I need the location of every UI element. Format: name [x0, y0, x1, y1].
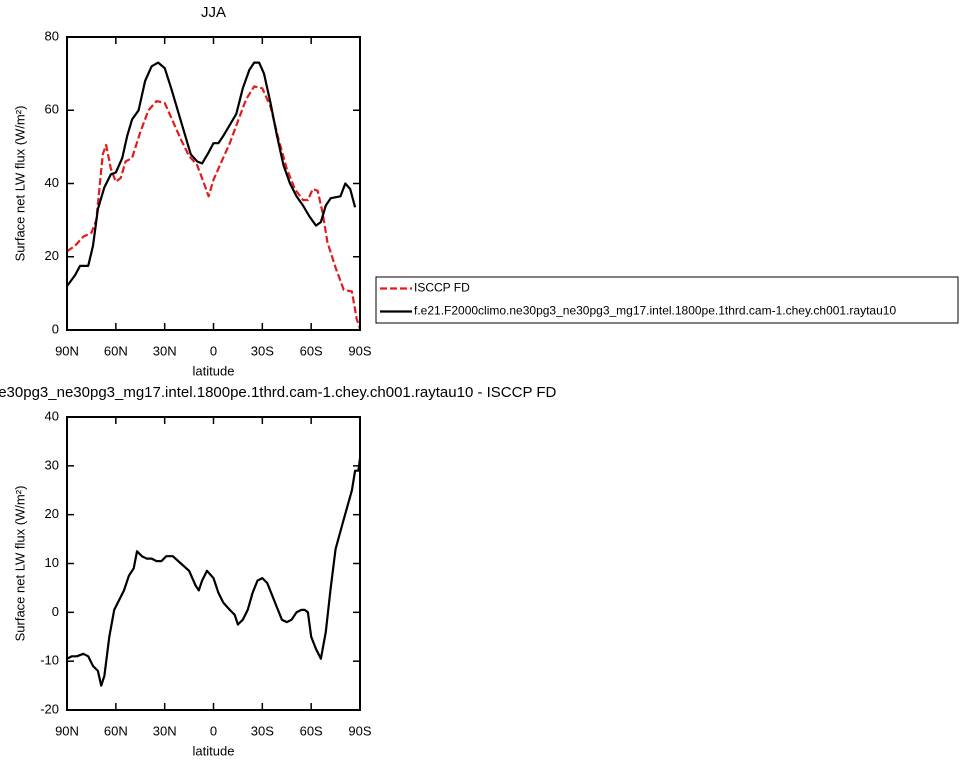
legend-text: f.e21.F2000climo.ne30pg3_ne30pg3_mg17.in…	[414, 304, 896, 318]
x-tick-label: 0	[210, 723, 217, 738]
x-tick-label: 60N	[104, 723, 128, 738]
x-axis-label: latitude	[193, 363, 235, 378]
data-line	[66, 61, 357, 287]
x-tick-label: 30N	[153, 723, 177, 738]
x-tick-label: 30N	[153, 343, 177, 358]
y-tick-label: 40	[45, 408, 59, 423]
y-tick-label: 40	[45, 175, 59, 190]
data-line	[66, 85, 362, 329]
y-tick-label: 20	[45, 506, 59, 521]
x-tick-label: 90N	[55, 723, 79, 738]
x-axis-label: latitude	[193, 743, 235, 758]
y-tick-label: 60	[45, 102, 59, 117]
chart-title: f.e21.F2000climo.ne30pg3_ne30pg3_mg17.in…	[0, 384, 557, 401]
y-tick-label: -20	[40, 701, 59, 716]
x-tick-label: 30S	[251, 723, 274, 738]
legend-text: ISCCP FD	[414, 281, 470, 295]
plot-frame	[66, 36, 361, 331]
y-axis-label: Surface net LW flux (W/m²)	[12, 486, 27, 642]
y-tick-label: -10	[40, 653, 59, 668]
y-tick-label: 80	[45, 28, 59, 43]
x-tick-label: 60S	[300, 723, 323, 738]
legend-box	[375, 276, 959, 324]
x-tick-label: 90S	[348, 343, 371, 358]
x-tick-label: 90N	[55, 343, 79, 358]
x-tick-label: 90S	[348, 723, 371, 738]
x-tick-label: 0	[210, 343, 217, 358]
y-tick-label: 30	[45, 457, 59, 472]
data-line	[66, 458, 362, 687]
y-tick-label: 0	[52, 604, 59, 619]
y-axis-label: Surface net LW flux (W/m²)	[12, 106, 27, 262]
x-tick-label: 60N	[104, 343, 128, 358]
y-tick-label: 10	[45, 555, 59, 570]
x-tick-label: 30S	[251, 343, 274, 358]
plot-frame	[66, 416, 361, 711]
y-tick-label: 0	[52, 321, 59, 336]
chart-title: JJA	[201, 4, 226, 21]
y-tick-label: 20	[45, 248, 59, 263]
x-tick-label: 60S	[300, 343, 323, 358]
